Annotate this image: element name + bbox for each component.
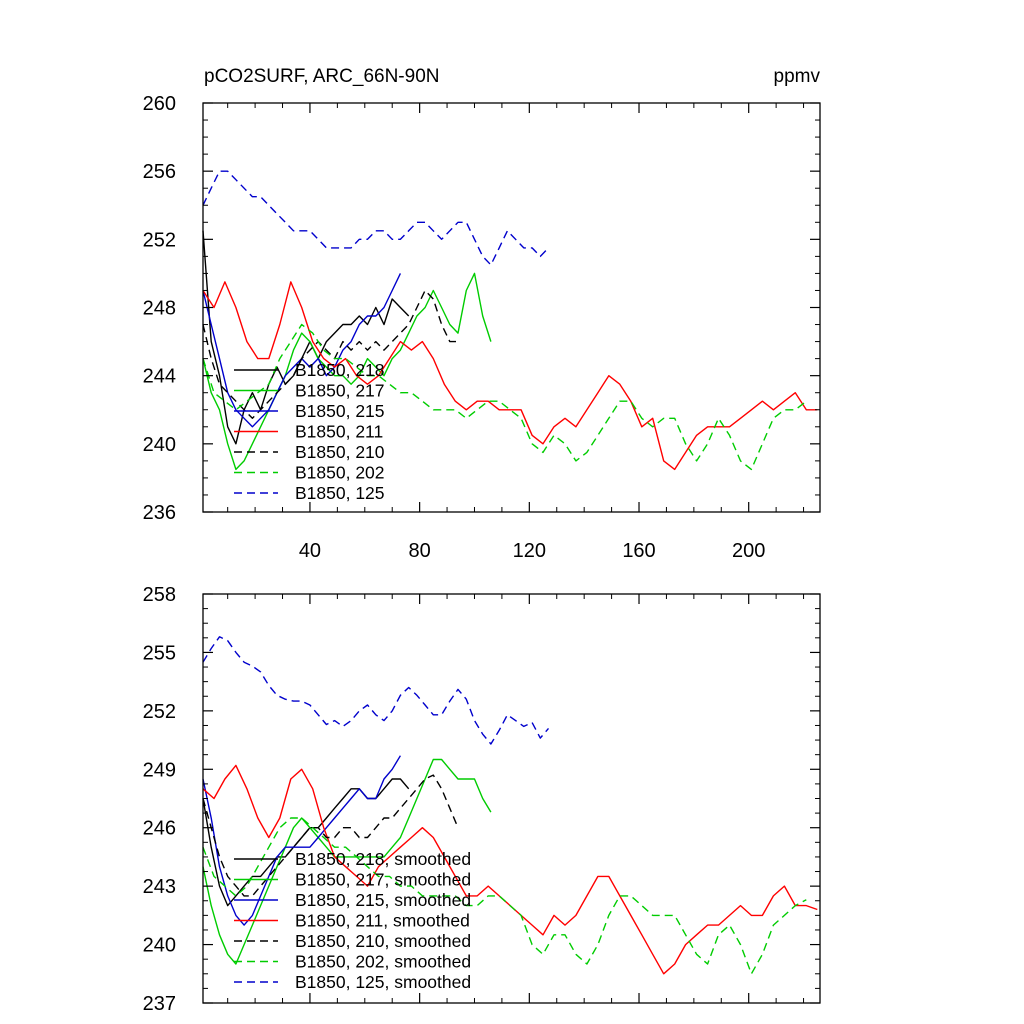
- x-tick-label: 80: [409, 540, 431, 562]
- series-line-6: [202, 323, 807, 471]
- series-line-5: [202, 289, 458, 419]
- bottom-panel-frame: [202, 593, 821, 1004]
- y-tick-label: 246: [143, 818, 176, 840]
- y-tick-label: 240: [143, 434, 176, 456]
- series-line-2: [202, 758, 492, 965]
- series-line-5: [202, 774, 459, 897]
- y-tick-label: 248: [143, 298, 176, 320]
- bottom-panel-tick-labels: 237 240 243 246 249 252 255 258: [143, 584, 176, 1015]
- y-tick-label: 260: [143, 93, 176, 115]
- y-tick-label: 252: [143, 701, 176, 723]
- legend-label: B1850, 217: [295, 381, 385, 401]
- legend-label: B1850, 218, smoothed: [295, 849, 471, 869]
- x-tick-label: 40: [299, 540, 321, 562]
- legend-label: B1850, 210: [295, 442, 385, 462]
- chart-title: pCO2SURF, ARC_66N-90N: [204, 66, 439, 87]
- series-line-2: [202, 272, 492, 471]
- y-tick-label: 244: [143, 366, 176, 388]
- y-tick-label: 240: [143, 935, 176, 957]
- series-line-6: [202, 817, 807, 975]
- x-tick-label: 120: [513, 540, 546, 562]
- legend-label: B1850, 202, smoothed: [295, 952, 471, 972]
- series-line-7: [202, 170, 550, 266]
- y-tick-label: 237: [143, 993, 176, 1015]
- y-tick-label: 243: [143, 876, 176, 898]
- units-label: ppmv: [774, 66, 821, 87]
- top-panel-frame: [202, 102, 821, 513]
- legend-label: B1850, 211: [295, 422, 383, 442]
- bottom-panel-series-lines: [202, 636, 818, 975]
- y-tick-label: 236: [143, 502, 176, 524]
- top-panel-tick-labels: 236 240 244 248 252 256 260 40 80 120 160 200: [143, 93, 766, 562]
- series-line-7: [202, 636, 550, 745]
- y-tick-label: 255: [143, 642, 176, 664]
- legend-label: B1850, 215: [295, 401, 385, 421]
- series-line-3: [202, 755, 401, 926]
- x-tick-label: 160: [622, 540, 655, 562]
- legend-label: B1850, 215, smoothed: [295, 890, 471, 910]
- y-tick-label: 252: [143, 229, 176, 251]
- legend-label: B1850, 202: [295, 463, 385, 483]
- legend-label: B1850, 211, smoothed: [295, 911, 470, 931]
- y-tick-label: 256: [143, 161, 176, 183]
- series-line-1: [202, 230, 410, 445]
- x-tick-label: 200: [732, 540, 765, 562]
- top-panel-series-lines: [202, 170, 818, 471]
- legend-label: B1850, 125, smoothed: [295, 972, 471, 992]
- legend-label: B1850, 218: [295, 360, 385, 380]
- legend-label: B1850, 125: [295, 483, 385, 503]
- legend-label: B1850, 210, smoothed: [295, 931, 471, 951]
- legend-label: B1850, 217, smoothed: [295, 870, 471, 890]
- y-tick-label: 249: [143, 759, 176, 781]
- y-tick-label: 258: [143, 584, 176, 606]
